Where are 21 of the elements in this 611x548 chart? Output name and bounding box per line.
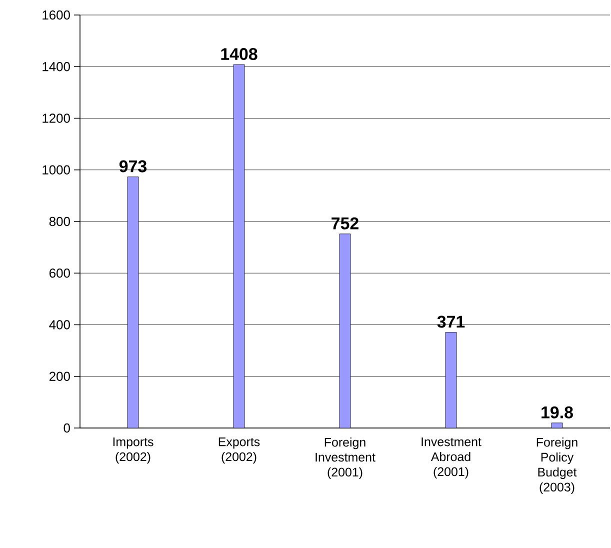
x-tick-label: Foreign Investment (2001) bbox=[316, 438, 376, 480]
data-label: 1408 bbox=[221, 48, 258, 60]
data-label: 752 bbox=[332, 217, 358, 230]
bar bbox=[445, 332, 457, 428]
data-label: 19.8 bbox=[542, 406, 573, 418]
y-tick-label: 400 bbox=[49, 320, 70, 330]
x-tick-label: Exports (2002) bbox=[218, 438, 260, 464]
x-tick-label: Investment Abroad (2001) bbox=[422, 438, 482, 479]
y-tick-label: 200 bbox=[50, 372, 70, 381]
y-tick-label: 1600 bbox=[42, 10, 70, 20]
y-tick-label: 600 bbox=[50, 268, 70, 278]
bar bbox=[127, 176, 139, 428]
y-tick-label: 1200 bbox=[42, 114, 70, 123]
x-tick-label: Imports (2002) bbox=[113, 438, 154, 464]
bar bbox=[339, 234, 351, 428]
y-tick-label: 0 bbox=[64, 423, 70, 433]
y-tick-label: 800 bbox=[49, 216, 70, 226]
y-tick-label: 1000 bbox=[42, 165, 70, 174]
y-tick-label: 1400 bbox=[42, 62, 70, 72]
bar bbox=[233, 64, 245, 428]
x-tick-label: Foreign Policy Budget (2003) bbox=[536, 438, 578, 494]
